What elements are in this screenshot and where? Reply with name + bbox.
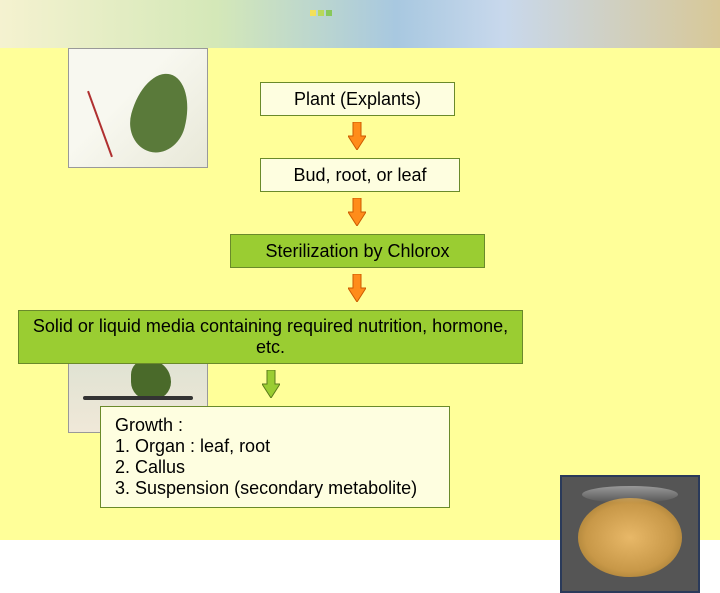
arrow-down-icon	[262, 370, 280, 398]
explant-image	[68, 48, 208, 168]
step-box-2: Bud, root, or leaf	[260, 158, 460, 192]
step-label: Bud, root, or leaf	[293, 165, 426, 186]
growth-box: Growth : 1. Organ : leaf, root 2. Callus…	[100, 406, 450, 508]
step-label: Plant (Explants)	[294, 89, 421, 110]
arrow-down-icon	[348, 274, 366, 302]
step-box-4: Solid or liquid media containing require…	[18, 310, 523, 364]
step-label: Solid or liquid media containing require…	[19, 316, 522, 358]
flowchart: Plant (Explants) Bud, root, or leaf Ster…	[0, 0, 720, 540]
step-label: Sterilization by Chlorox	[265, 241, 449, 262]
media-dish-image	[560, 475, 700, 593]
step-box-3: Sterilization by Chlorox	[230, 234, 485, 268]
growth-item: 2. Callus	[115, 457, 435, 478]
arrow-down-icon	[348, 122, 366, 150]
growth-item: 3. Suspension (secondary metabolite)	[115, 478, 435, 499]
growth-item: 1. Organ : leaf, root	[115, 436, 435, 457]
growth-title: Growth :	[115, 415, 435, 436]
step-box-1: Plant (Explants)	[260, 82, 455, 116]
arrow-down-icon	[348, 198, 366, 226]
